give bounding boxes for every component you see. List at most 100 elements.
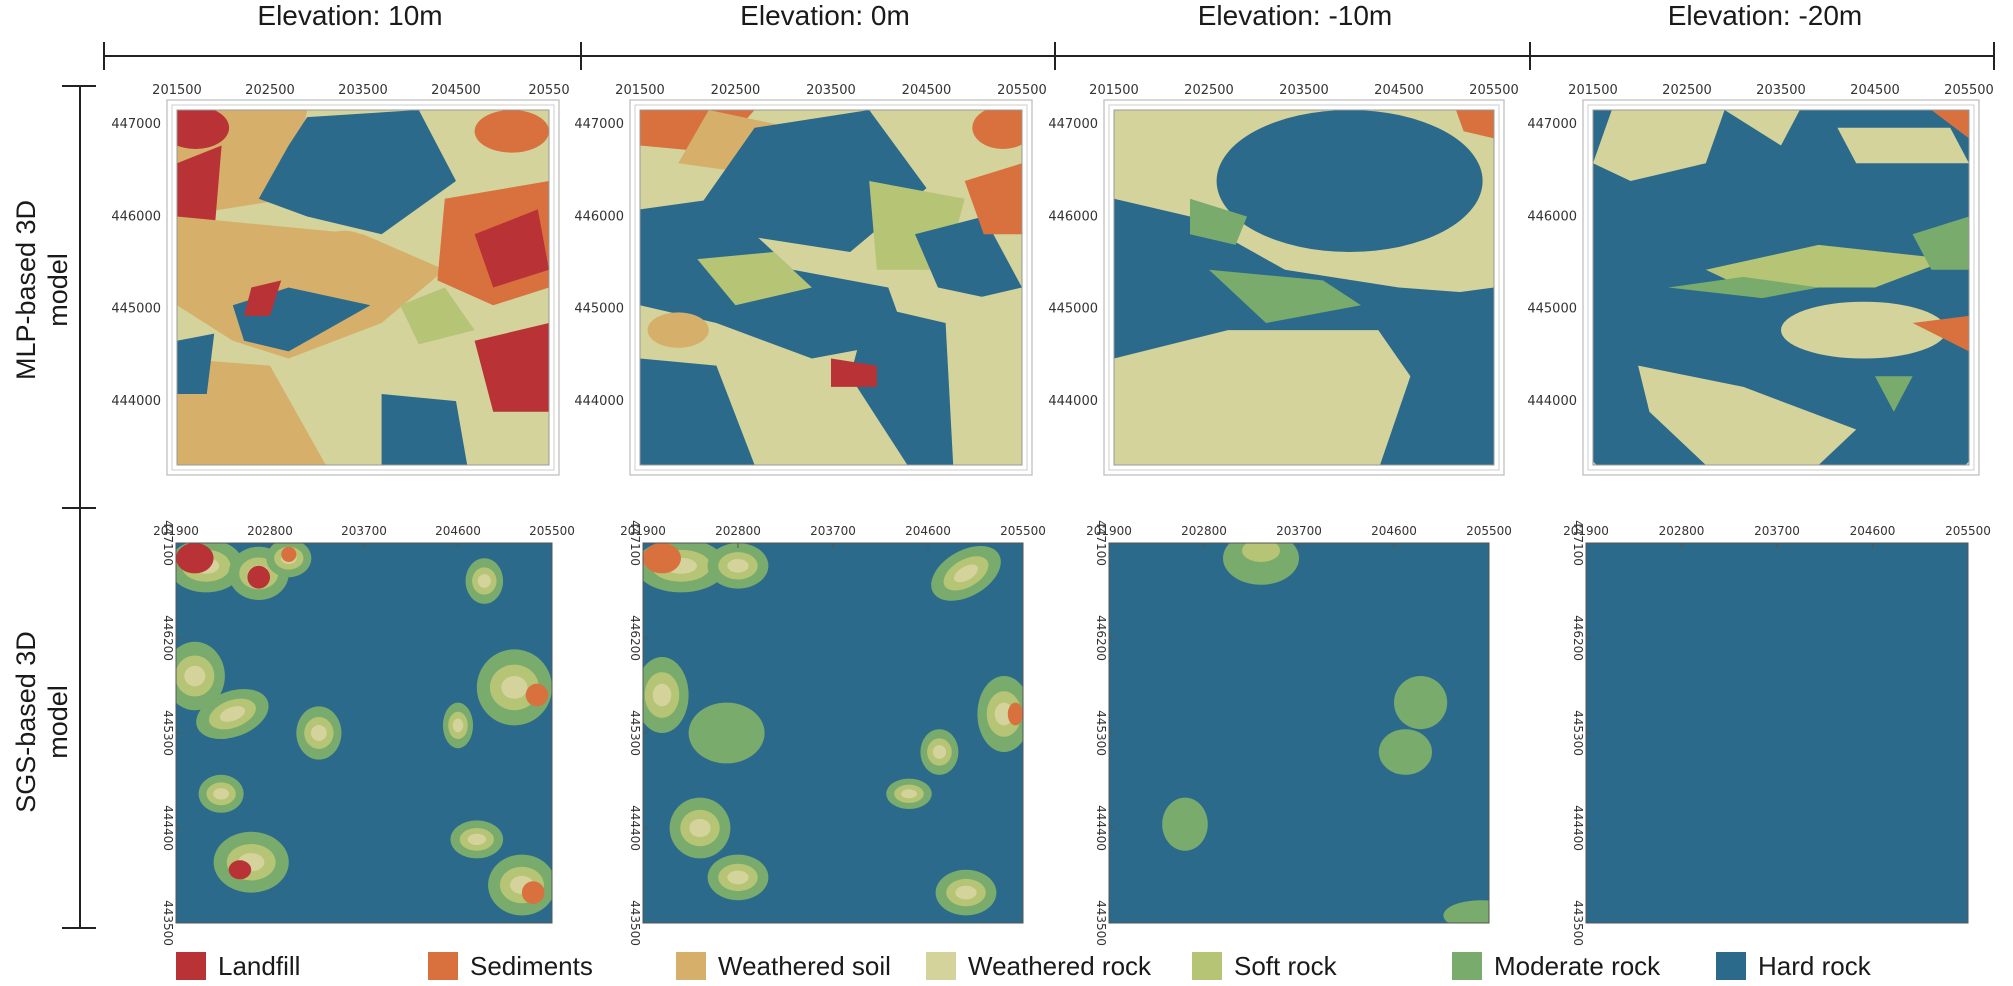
y-tick-label: 447000 [1048,117,1098,132]
legend-item-sediments: Sediments [428,948,593,984]
x-tick-label: 202500 [1184,83,1234,98]
sgs-map-panel-3: 201900 202800 203700 204600 205500 447100 4462… [1086,520,1512,946]
y-tick-label: 447000 [574,117,624,132]
geology-zone [1668,276,1819,299]
x-tick-label: 204600 [905,524,951,538]
geology-zone [901,789,917,799]
geology-zone [228,860,252,880]
y-tick-label: 443500 [161,900,175,946]
panel-frame-inner [1587,104,1975,471]
x-tick-label: 204500 [902,83,952,98]
y-tick-label: 445300 [1571,710,1585,756]
legend-swatch [1452,952,1482,980]
x-tick-label: 205500 [1944,83,1994,98]
geology-zone [521,881,545,904]
geology-zone [1912,315,1969,352]
geology-zone [850,305,954,465]
sgs-map-panel-1: 201900 202800 203700 204600 205500 447100 4462… [153,520,575,946]
x-tick-label: 204600 [1850,524,1896,538]
legend-swatch [676,952,706,980]
mlp-map-panel-2: 201500 202500 203500 204500 205500 447000 4460… [574,83,1047,476]
y-tick-label: 447100 [1571,520,1585,566]
panel-frame [629,99,1033,476]
y-tick-label: 446000 [574,209,624,224]
y-tick-label: 446000 [1527,209,1577,224]
map-border [1113,109,1495,466]
x-tick-label: 205500 [1000,524,1046,538]
y-tick-label: 444000 [111,394,161,409]
y-tick-label: 443500 [628,900,642,946]
geology-zone [1781,301,1947,359]
geology-zone [1593,110,1725,181]
y-tick-label: 446000 [111,209,161,224]
geology-zone [1007,702,1023,726]
column-header-0m: Elevation: 0m [740,0,910,31]
geology-zone [400,287,475,345]
y-tick-label: 445000 [111,302,161,317]
legend-label: Weathered soil [718,950,891,981]
map-border [176,109,550,466]
geology-zone [247,565,270,589]
y-tick-label: 445000 [574,302,624,317]
geology-zone [754,365,870,465]
geology-zone [1443,900,1489,923]
x-tick-label: 202800 [1659,524,1705,538]
y-tick-label: 447100 [628,520,642,566]
geology-zone [652,683,672,707]
x-tick-label: 205500 [997,83,1047,98]
map-background [1586,543,1968,923]
geology-zone [1912,216,1969,270]
column-header-10m: Elevation: 10m [257,0,443,31]
legend-label: Soft rock [1234,950,1337,981]
geology-zone [1875,376,1913,412]
x-tick-label: 201900 [1086,524,1132,538]
y-tick-label: 443500 [1094,900,1108,946]
map-fill [643,543,1023,923]
x-tick-label: 20550 [528,83,569,98]
map-border [1592,109,1970,466]
y-tick-label: 446200 [1094,615,1108,661]
geology-zone [1209,269,1361,323]
geology-zone [381,394,468,465]
map-fill [1114,110,1494,465]
legend-label: Landfill [218,950,301,981]
panel-frame [1103,99,1505,476]
geology-zone [972,110,1022,150]
geology-zone [525,683,549,707]
y-tick-label: 444400 [628,805,642,851]
x-tick-label: 205500 [1466,524,1512,538]
geology-zone [176,543,214,574]
geology-zone [1394,676,1448,730]
legend-label: Sediments [470,950,593,981]
geology-zone [213,788,230,800]
map-fill [1109,543,1489,923]
map-fill [176,543,552,923]
panel-frame-inner [634,104,1028,471]
y-tick-label: 447000 [1527,117,1577,132]
legend-item-hard-rock: Hard rock [1716,948,1871,984]
geology-zone [177,358,326,465]
map-fill [1586,543,1968,923]
geology-zone [1638,365,1857,465]
panel-frame-inner [171,104,555,471]
y-tick-label: 444400 [1094,805,1108,851]
geology-zone [1724,110,1800,146]
y-tick-label: 446200 [161,615,175,661]
x-tick-label: 203700 [1754,524,1800,538]
map-fill [1593,110,1969,465]
geology-zone [281,546,297,563]
x-tick-label: 204600 [435,524,481,538]
geology-zone [177,333,215,394]
y-tick-label: 445000 [1048,302,1098,317]
geology-zone [310,725,327,741]
legend-item-moderate-rock: Moderate rock [1452,948,1660,984]
x-tick-label: 201500 [1568,83,1618,98]
y-tick-label: 444400 [1571,805,1585,851]
panel-frame [166,99,560,476]
x-tick-label: 202500 [245,83,295,98]
geology-zone [1216,110,1483,252]
geology-zone [640,358,755,465]
geology-zone [831,358,877,387]
x-tick-label: 201900 [1563,524,1609,538]
